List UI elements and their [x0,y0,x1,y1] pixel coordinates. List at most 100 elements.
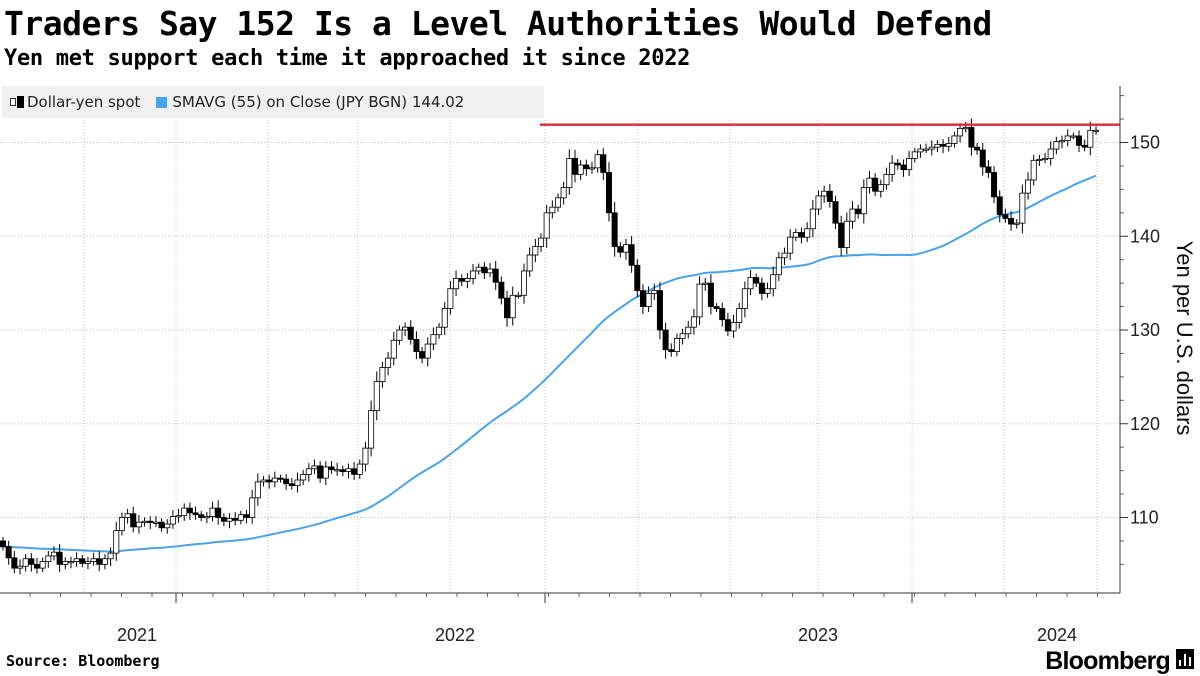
candle-body [237,514,244,521]
candle [679,328,686,345]
candle [232,512,239,526]
candle-body [577,164,584,175]
candle-body [1030,159,1037,181]
candle-body [390,339,397,359]
candle-body [1076,135,1083,146]
candle-body [611,212,618,247]
candle [628,236,635,273]
candle [804,222,811,243]
candle [894,159,901,170]
candle-body [317,465,324,479]
candle [838,215,845,256]
candle [1013,219,1020,229]
candle [532,238,539,263]
candle-body [906,158,913,171]
candle [305,463,312,482]
candle [249,489,256,524]
candle [600,148,607,181]
candle [62,557,69,570]
candle-body [549,206,556,214]
candle [538,233,545,252]
candle [260,475,267,487]
candle [385,352,392,376]
candle-body [288,483,295,487]
candle [651,283,658,300]
candle-body [186,507,193,514]
candle [67,556,74,569]
gridlines [0,120,1120,593]
candle-body [662,329,669,351]
candle [673,333,680,357]
sma-layer [0,174,1097,553]
candle [271,471,278,488]
candle-body [413,338,420,352]
candle [923,143,930,153]
candle-body [96,558,103,565]
candle-body [0,540,6,547]
candle-body [152,521,159,524]
sma-swatch-icon [156,96,168,108]
ytick-label-130: 130 [1130,320,1160,340]
candle-body [84,561,91,564]
candle-body [1002,214,1009,219]
candle [226,513,233,529]
sma-line [0,174,1097,553]
candle [634,258,641,297]
candle-body [832,201,839,224]
candle [543,204,550,248]
candle [458,274,465,286]
candle [1025,172,1032,200]
candle-body [792,232,799,238]
candle [441,301,448,335]
candle-body [1013,222,1020,225]
candle-body [668,349,675,352]
legend-item-sma: SMAVG (55) on Close (JPY BGN) 144.02 [156,93,464,111]
candle [1081,139,1088,152]
candle [798,227,805,244]
candle-body [407,326,414,340]
candle [974,143,981,155]
candle-body [192,512,199,516]
candle-body [923,148,930,151]
candle-body [866,177,873,188]
candle [1087,121,1094,156]
candle-body [628,244,635,266]
candle-body [917,148,924,153]
candle [571,149,578,183]
candle [877,179,884,198]
candle-body [220,517,227,522]
candle [775,251,782,282]
candle [169,510,176,529]
candle-body [566,158,573,188]
candle-body [147,520,154,523]
candle-body [1059,140,1066,143]
candle [622,238,629,260]
candle-body [962,127,969,130]
candle-body [690,316,697,328]
candle-body [498,281,505,299]
candle [832,195,839,229]
candle [521,263,528,304]
candle [79,554,86,568]
candle-body [118,517,125,532]
candle-body [968,127,975,148]
candle-body [860,187,867,215]
candle [996,190,1003,223]
candle-body [300,473,307,481]
source-note: Source: Bloomberg [6,652,160,670]
candle-body [945,143,952,147]
candle [254,473,261,506]
candle-body [934,143,941,148]
candle-body [67,561,74,564]
candle-body [775,257,782,276]
candle [770,266,777,297]
candle-body [560,187,567,199]
candle-body [758,282,765,294]
candle [985,160,992,179]
candle-body [22,558,29,567]
candle [351,461,358,481]
candle-body [979,149,986,168]
candle [413,331,420,360]
candle [1030,154,1037,186]
bloomberg-logo: Bloomberg [1045,647,1171,675]
